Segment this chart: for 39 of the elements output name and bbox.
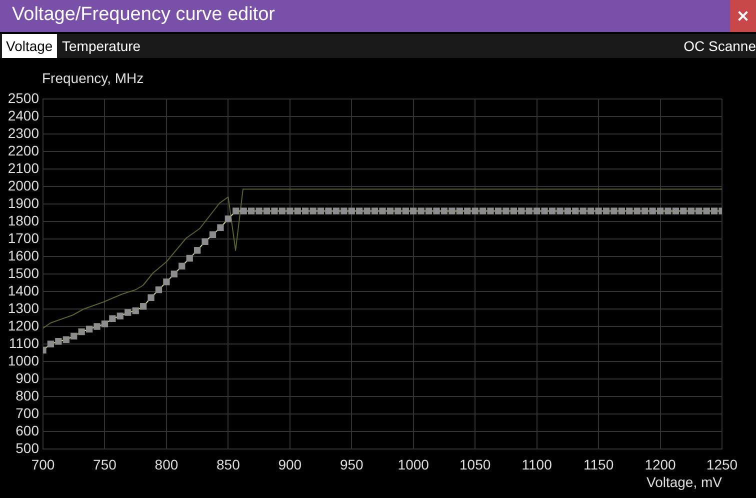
x-tick-label: 1000 (398, 456, 430, 472)
y-tick-label: 1000 (8, 352, 40, 368)
text: Voltage (2, 34, 57, 58)
x-tick-label: 750 (93, 456, 117, 472)
y-tick-label: 1900 (8, 194, 40, 211)
x-tick-label: 850 (216, 456, 240, 472)
y-tick-label: 2300 (8, 124, 40, 141)
x-tick-label: 950 (340, 456, 364, 472)
y-tick-label: 2400 (8, 107, 40, 124)
y-tick-label: 1500 (8, 264, 40, 281)
y-tick-label: 1700 (8, 230, 40, 246)
x-tick-label: 700 (31, 456, 55, 472)
chart-title: Voltage/Frequency curve editor (12, 4, 275, 25)
y-tick-label: 800 (16, 387, 40, 404)
x-tick-label: 1100 (522, 456, 552, 472)
x-axis-title: Voltage, mV (646, 474, 722, 490)
y-tick-label: 700 (16, 404, 40, 421)
x-tick-label: 1050 (460, 456, 491, 472)
y-tick-label: 1300 (8, 300, 40, 316)
y-tick-label: 1200 (8, 317, 40, 334)
y-tick-label: 1100 (8, 334, 40, 351)
y-axis-title: Frequency, MHz (42, 70, 144, 86)
x-tick-label: 900 (278, 456, 302, 472)
x-tick-label: 1150 (583, 456, 614, 472)
y-tick-label: 600 (16, 422, 40, 438)
y-tick-label: 2100 (8, 160, 40, 176)
y-tick-label: 500 (16, 440, 40, 456)
y-tick-label: 1600 (8, 247, 40, 264)
x-tick-label: 1200 (644, 456, 676, 472)
y-tick-label: 1800 (8, 212, 40, 228)
y-tick-label: 1400 (8, 282, 40, 298)
y-tick-label: 2200 (8, 142, 40, 158)
x-tick-label: 800 (154, 456, 178, 472)
x-tick-label: 1250 (706, 456, 738, 472)
y-tick-label: 2500 (8, 90, 40, 106)
text: Temperature (61, 37, 142, 56)
y-tick-label: 2000 (8, 177, 40, 194)
text: OC Scanne (684, 37, 756, 56)
y-tick-label: 900 (16, 370, 40, 386)
